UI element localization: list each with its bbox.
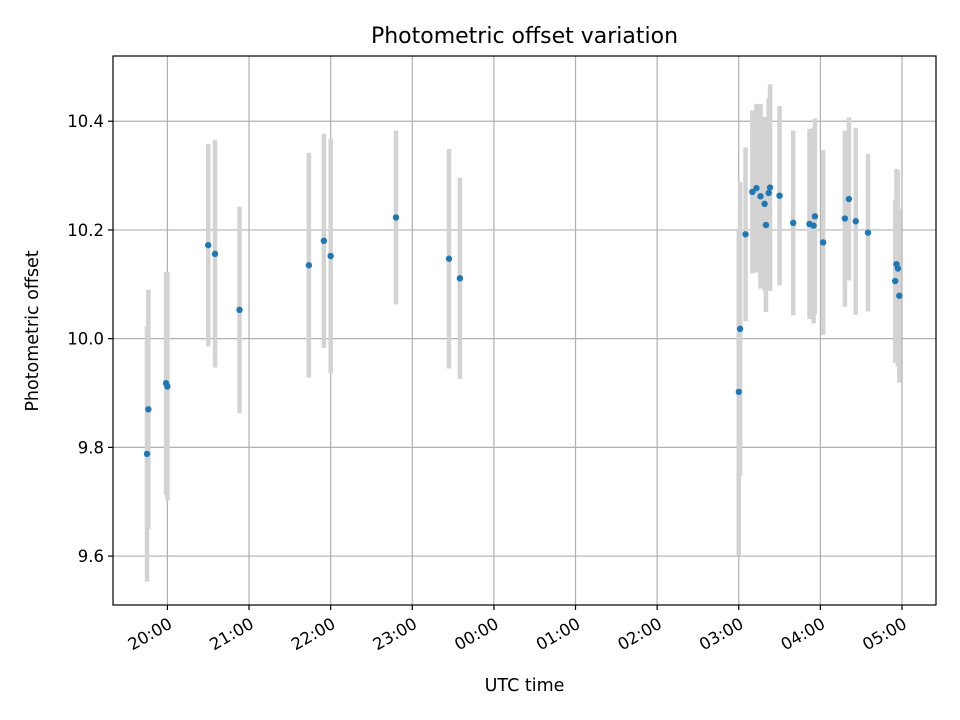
data-point: [305, 262, 313, 269]
data-point: [143, 450, 151, 458]
data-point: [736, 325, 744, 333]
data-point: [841, 215, 849, 222]
data-point: [753, 184, 760, 192]
data-point: [762, 221, 770, 229]
data-point: [891, 277, 899, 285]
chart-title: Photometric offset variation: [371, 24, 678, 49]
data-point: [205, 241, 212, 249]
data-point: [320, 237, 328, 245]
data-point: [445, 255, 453, 262]
data-point: [845, 195, 853, 203]
data-point: [735, 388, 742, 396]
data-point: [392, 214, 400, 221]
data-point: [456, 275, 464, 282]
y-tick-label: 10.4: [67, 112, 104, 131]
data-point: [819, 239, 827, 246]
y-tick-label: 10.0: [67, 330, 104, 349]
data-point: [864, 229, 872, 236]
y-tick-label: 9.8: [78, 438, 104, 457]
data-point: [749, 188, 756, 196]
data-point: [145, 406, 152, 413]
data-point: [896, 292, 903, 299]
data-point: [765, 189, 772, 197]
data-point: [327, 252, 334, 260]
data-point: [757, 193, 764, 200]
data-point: [164, 383, 171, 390]
data-point: [811, 213, 819, 220]
plot-area: [113, 56, 936, 605]
data-point: [766, 184, 774, 191]
data-point: [761, 200, 768, 208]
data-point: [894, 265, 902, 272]
data-point: [776, 192, 783, 199]
data-point: [211, 250, 219, 258]
y-tick-label: 9.6: [78, 547, 104, 566]
data-points: [143, 184, 903, 458]
data-point: [810, 222, 817, 229]
y-tick-label: 10.2: [67, 221, 104, 240]
y-axis-label: Photometric offset: [23, 250, 43, 411]
axes-frame: [112, 55, 937, 606]
data-point: [852, 218, 859, 225]
data-point: [789, 219, 797, 227]
data-point: [236, 306, 243, 314]
data-point: [742, 231, 749, 238]
x-axis-label: UTC time: [485, 676, 565, 696]
